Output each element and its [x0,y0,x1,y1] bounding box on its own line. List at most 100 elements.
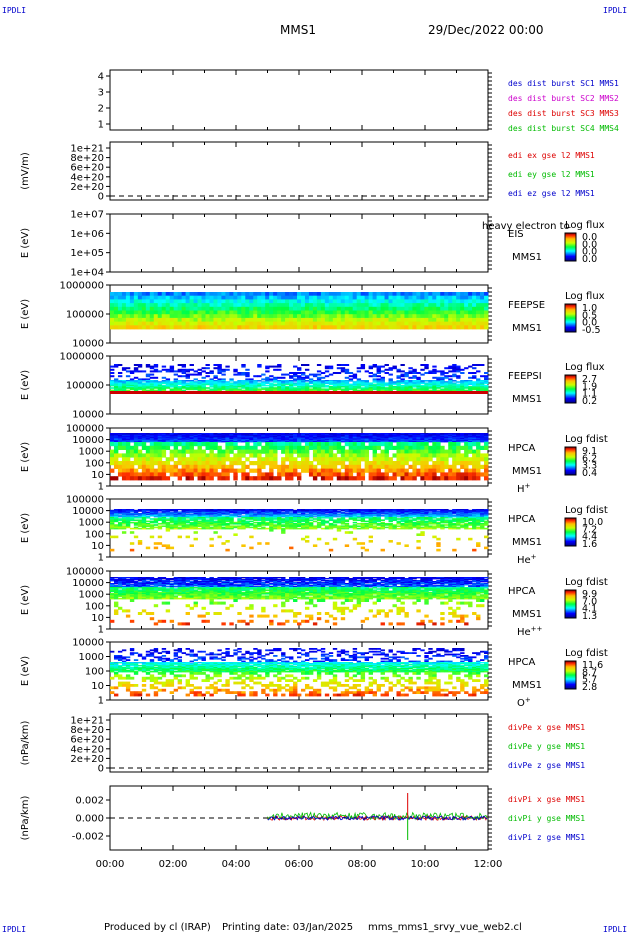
spectrogram-cell [141,386,147,388]
spectrogram-cell [289,445,294,450]
spectrogram-cell [372,303,377,308]
spectrogram-cell [281,509,286,511]
spectrogram-cell [324,440,330,442]
spectrogram-cell [297,509,302,511]
spectrogram-cell [245,317,250,322]
spectrogram-cell [201,449,206,454]
spectrogram-cell [189,383,194,386]
spectrogram-cell [273,368,278,371]
spectrogram-cell [444,461,449,466]
spectrogram-cell [169,299,175,304]
spectrogram-cell [320,516,326,518]
spectrogram-cell [285,457,290,462]
spectrogram-cell [261,449,266,454]
spectrogram-cell [384,445,389,450]
spectrogram-cell [121,509,127,511]
spectrogram-cell [205,513,210,515]
spectrogram-cell [181,317,186,322]
spectrogram-cell [480,388,485,390]
colorbar-cell [565,470,576,472]
spectrogram-cell [257,516,262,518]
colorbar-cell [565,376,576,378]
spectrogram-cell [285,514,290,516]
spectrogram-cell [297,453,302,458]
spectrogram-cell [320,468,326,473]
spectrogram-cell [424,380,429,382]
spectrogram-cell [237,453,242,458]
spectrogram-cell [205,380,210,382]
spacecraft-label: MMS1 [512,537,542,548]
spectrogram-cell [197,511,202,513]
spectrogram-cell [376,441,381,443]
spectrogram-cell [300,514,306,516]
spectrogram-cell [181,303,186,308]
spectrogram-cell [464,317,469,322]
spectrogram-cell [233,317,238,322]
spectrogram-cell [257,513,262,515]
spectrogram-cell [173,386,179,388]
spectrogram-cell [408,438,413,440]
spectrogram-cell [229,303,234,308]
spectrogram-cell [149,292,155,297]
spectrogram-cell [153,441,159,443]
spectrogram-cell [396,295,401,300]
spectrogram-cell [332,387,338,389]
spectrogram-cell [344,442,350,447]
spectrogram-cell [360,388,366,390]
spectrogram-cell [217,368,222,371]
spectrogram-cell [352,436,358,438]
spectrogram-cell [436,295,441,300]
spectrogram-cell [408,386,413,388]
spectrogram-cell [157,435,163,437]
spectrogram-cell [189,453,194,458]
spectrogram-cell [352,388,358,390]
spectrogram-cell [257,325,262,330]
spectrogram-cell [392,321,397,326]
spectrogram-cell [209,370,214,373]
spectrogram-cell [273,435,278,437]
spectrogram-cell [201,461,206,466]
spectrogram-cell [484,433,489,435]
spectrogram-cell [392,437,397,439]
spectrogram-cell [372,434,377,437]
spectrogram-cell [476,468,481,473]
spectrogram-cell [456,299,461,304]
spectrogram-cell [265,512,270,514]
spectrogram-cell [340,453,346,458]
spectrogram-cell [201,383,206,386]
spectrogram-cell [233,513,238,515]
spectrogram-cell [113,437,119,439]
spectrogram-cell [157,509,163,511]
spectrogram-cell [193,382,198,384]
spectrogram-cell [145,380,151,382]
spectrogram-cell [133,303,139,308]
spectrogram-cell [428,321,433,326]
spectrogram-cell [133,468,139,473]
spectrogram-cell [117,435,123,437]
spectrogram-cell [376,388,381,390]
spectrogram-cell [440,292,445,297]
spectrogram-cell [213,468,218,473]
spectrogram-cell [141,436,147,438]
spectrogram-cell [432,370,437,373]
panel-frame [109,141,489,201]
spectrogram-cell [193,373,198,376]
spectrogram-cell [300,380,306,382]
spectrogram-cell [229,384,234,387]
spectrogram-cell [125,442,131,447]
spectrogram-cell [273,445,278,450]
spectrogram-cell [261,299,266,304]
spectrogram-cell [137,457,143,462]
spectrogram-cell [265,442,270,447]
spectrogram-cell [289,509,294,511]
spectrogram-cell [396,468,401,473]
spectrogram-cell [269,437,274,439]
spectrogram-cell [121,445,127,450]
spectrogram-cell [344,440,350,442]
spectrogram-cell [149,386,155,388]
colorbar-title: Log fdist [565,434,608,445]
spectrogram-cell [484,306,489,311]
spectrogram-cell [348,317,354,322]
spectrogram-cell [316,515,322,517]
spectrogram-cell [185,437,190,439]
